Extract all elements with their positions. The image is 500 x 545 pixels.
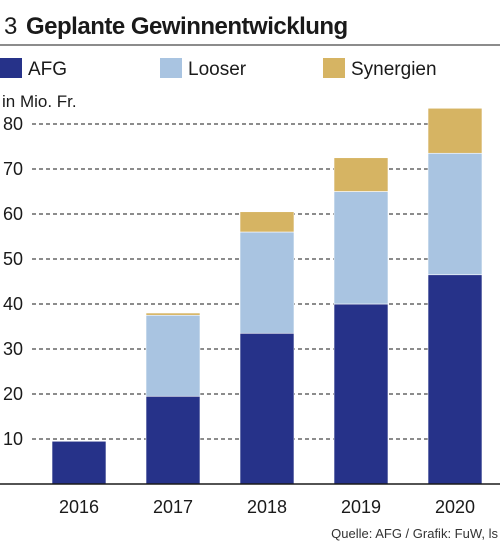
bar-afg-2019 [333,303,389,485]
legend: AFG Looser Synergien [0,58,437,80]
y-axis-unit-label: in Mio. Fr. [2,92,77,111]
bar-synergien-2019 [333,157,389,192]
bar-synergien-2020 [427,107,483,154]
y-axis-ticks: 10 20 30 40 50 60 70 80 [3,114,23,449]
legend-label-synergien: Synergien [351,59,437,80]
legend-label-looser: Looser [188,59,247,80]
bars [51,107,483,485]
bar-looser-2017 [145,314,201,397]
bar-looser-2018 [239,231,295,334]
bar-synergien-2018 [239,211,295,233]
legend-label-afg: AFG [28,59,67,80]
x-axis-labels: 2016 2017 2018 2019 2020 [59,497,475,517]
chart-title: Geplante Gewinnentwicklung [26,13,348,40]
bar-afg-2017 [145,395,201,485]
bar-afg-2020 [427,274,483,485]
y-tick-label: 30 [3,339,23,359]
legend-swatch-afg [0,58,22,78]
x-tick-label: 2017 [153,497,193,517]
bar-looser-2019 [333,191,389,305]
y-tick-label: 50 [3,249,23,269]
bar-afg-2016 [51,440,107,485]
bar-afg-2018 [239,332,295,485]
x-tick-label: 2016 [59,497,99,517]
bar-synergien-2017 [145,312,201,316]
x-tick-label: 2019 [341,497,381,517]
y-tick-label: 70 [3,159,23,179]
y-tick-label: 20 [3,384,23,404]
y-tick-label: 80 [3,114,23,134]
legend-swatch-synergien [323,58,345,78]
y-tick-label: 60 [3,204,23,224]
figure-number: 3 [4,13,17,40]
x-tick-label: 2018 [247,497,287,517]
source-note: Quelle: AFG / Grafik: FuW, ls [331,526,498,541]
y-tick-label: 40 [3,294,23,314]
legend-swatch-looser [160,58,182,78]
y-tick-label: 10 [3,429,23,449]
x-tick-label: 2020 [435,497,475,517]
bar-looser-2020 [427,152,483,276]
